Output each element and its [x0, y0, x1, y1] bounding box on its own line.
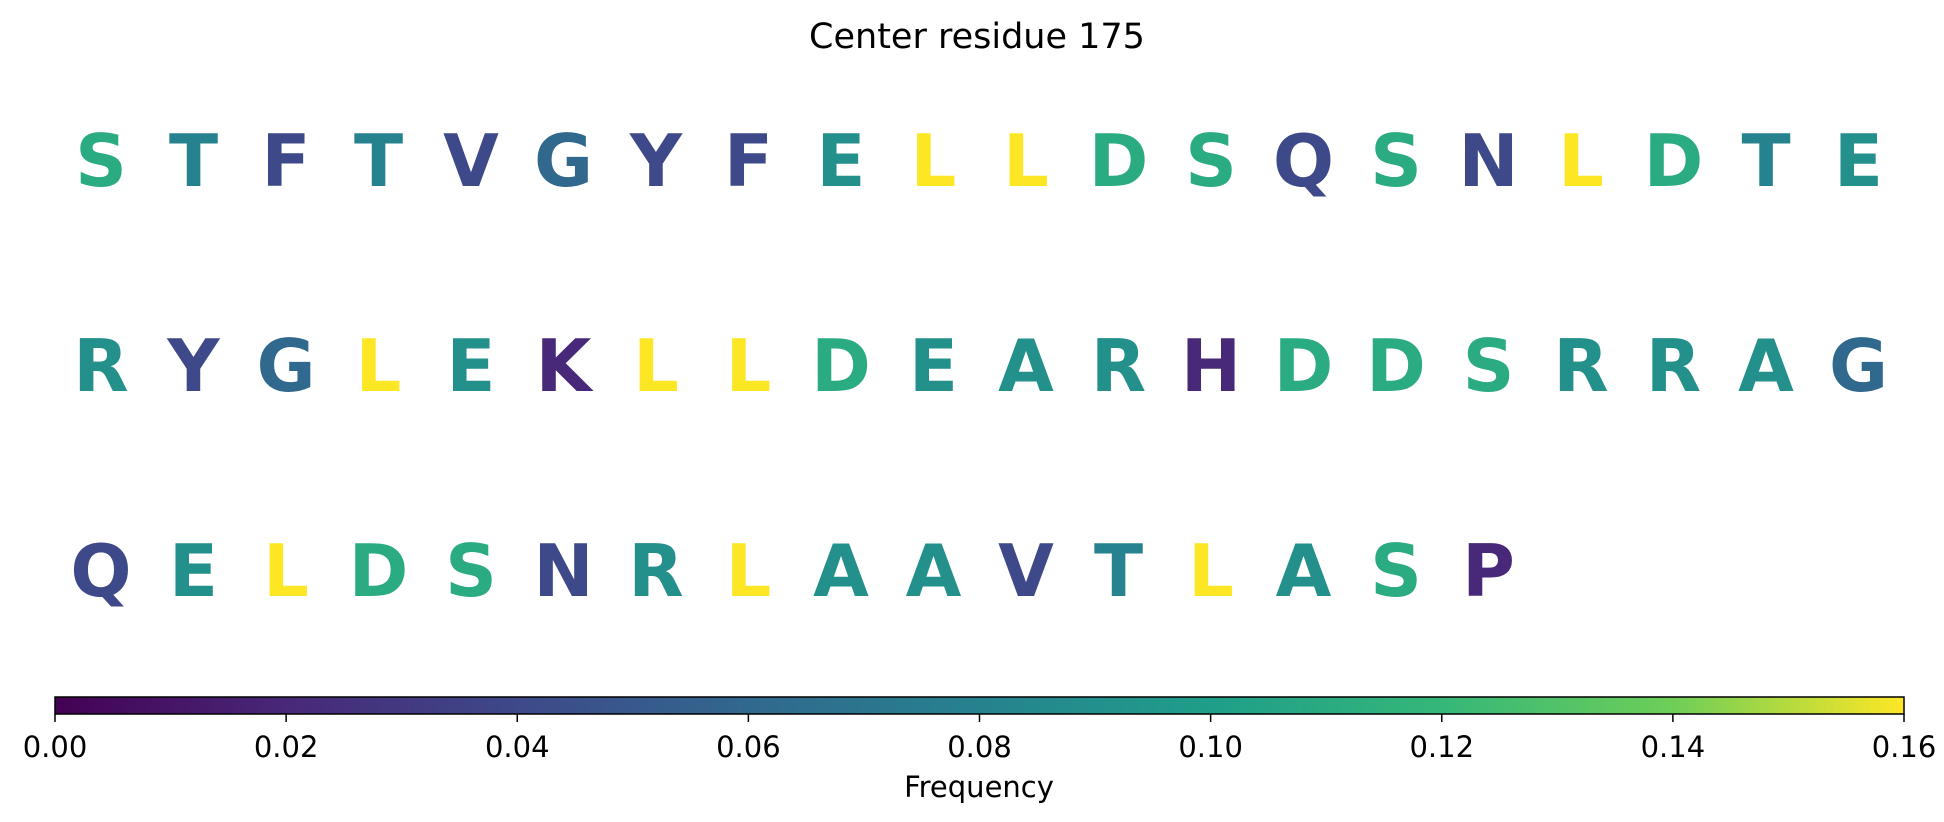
- residue-letter: R: [1646, 324, 1701, 408]
- residue-letter: G: [534, 119, 593, 203]
- residue-letter: A: [1276, 529, 1332, 613]
- colorbar-tick-label: 0.08: [947, 730, 1012, 764]
- colorbar-tick-label: 0.14: [1641, 730, 1706, 764]
- residue-letter: D: [1089, 119, 1149, 203]
- residue-letter: D: [349, 529, 409, 613]
- residue-letter: T: [1094, 529, 1143, 613]
- residue-letter: E: [1834, 119, 1883, 203]
- residue-letter: R: [628, 529, 683, 613]
- colorbar-tick-label: 0.00: [23, 730, 88, 764]
- colorbar-gradient: [54, 696, 1905, 715]
- residue-letter: D: [1644, 119, 1704, 203]
- colorbar-tick-label: 0.12: [1409, 730, 1474, 764]
- residue-letter: H: [1181, 324, 1241, 408]
- residue-letter: R: [73, 324, 128, 408]
- residue-letter: L: [1188, 529, 1234, 613]
- residue-letter: T: [1741, 119, 1790, 203]
- chart-title: Center residue 175: [809, 17, 1145, 57]
- residue-letter: T: [354, 119, 403, 203]
- residue-letter: E: [816, 119, 865, 203]
- colorbar-tick-label: 0.16: [1872, 730, 1937, 764]
- residue-letter: G: [1829, 324, 1888, 408]
- residue-letter: L: [1003, 119, 1049, 203]
- colorbar: 0.00 0.02 0.04 0.06 0.08 0.10 0.12 0.14 0.16 Fre…: [23, 696, 1937, 804]
- residue-letter: L: [911, 119, 957, 203]
- residue-letter: L: [263, 529, 309, 613]
- residue-letter: Q: [1273, 119, 1334, 203]
- residue-letter: E: [169, 529, 218, 613]
- colorbar-label: Frequency: [904, 770, 1054, 804]
- colorbar-ticks: 0.00 0.02 0.04 0.06 0.08 0.10 0.12 0.14 0.16: [23, 714, 1937, 764]
- residue-letter: N: [533, 529, 593, 613]
- residue-letter: D: [811, 324, 871, 408]
- residue-letter: V: [443, 119, 499, 203]
- residue-letter: L: [633, 324, 679, 408]
- residue-letter: A: [998, 324, 1054, 408]
- residue-letter: Q: [70, 529, 131, 613]
- residue-letter: P: [1462, 529, 1515, 613]
- residue-letter: L: [726, 529, 772, 613]
- residue-letter: F: [724, 119, 773, 203]
- residue-letter: T: [169, 119, 218, 203]
- residue-letter: L: [1558, 119, 1604, 203]
- residue-letter: S: [75, 119, 127, 203]
- residue-letter: L: [726, 324, 772, 408]
- residue-letter: S: [1185, 119, 1237, 203]
- residue-letter: G: [256, 324, 315, 408]
- residue-letter: E: [446, 324, 495, 408]
- residue-letter: L: [356, 324, 402, 408]
- residue-letter: S: [1370, 529, 1422, 613]
- residue-letter: Y: [629, 119, 683, 203]
- colorbar-tick-label: 0.10: [1178, 730, 1243, 764]
- residue-letter: A: [813, 529, 869, 613]
- residue-letter: R: [1553, 324, 1608, 408]
- residue-letter: Y: [166, 324, 220, 408]
- colorbar-tick-label: 0.02: [254, 730, 319, 764]
- residue-letter: D: [1274, 324, 1334, 408]
- residue-letter: K: [536, 324, 594, 408]
- colorbar-tick-label: 0.04: [485, 730, 550, 764]
- colorbar-tick-label: 0.06: [716, 730, 781, 764]
- residue-letter: V: [998, 529, 1054, 613]
- residue-grid: S T F T V G Y F E L L D S Q S N L D T ER Y G L E K L L D E A R H D D S R R A G…: [70, 119, 1888, 613]
- residue-letter: A: [906, 529, 962, 613]
- residue-letter: D: [1366, 324, 1426, 408]
- residue-letter: S: [1463, 324, 1515, 408]
- residue-letter: S: [445, 529, 497, 613]
- residue-letter: E: [909, 324, 958, 408]
- residue-letter: R: [1091, 324, 1146, 408]
- residue-letter: A: [1738, 324, 1794, 408]
- residue-letter: S: [1370, 119, 1422, 203]
- residue-letter: N: [1458, 119, 1518, 203]
- residue-letter: F: [261, 119, 310, 203]
